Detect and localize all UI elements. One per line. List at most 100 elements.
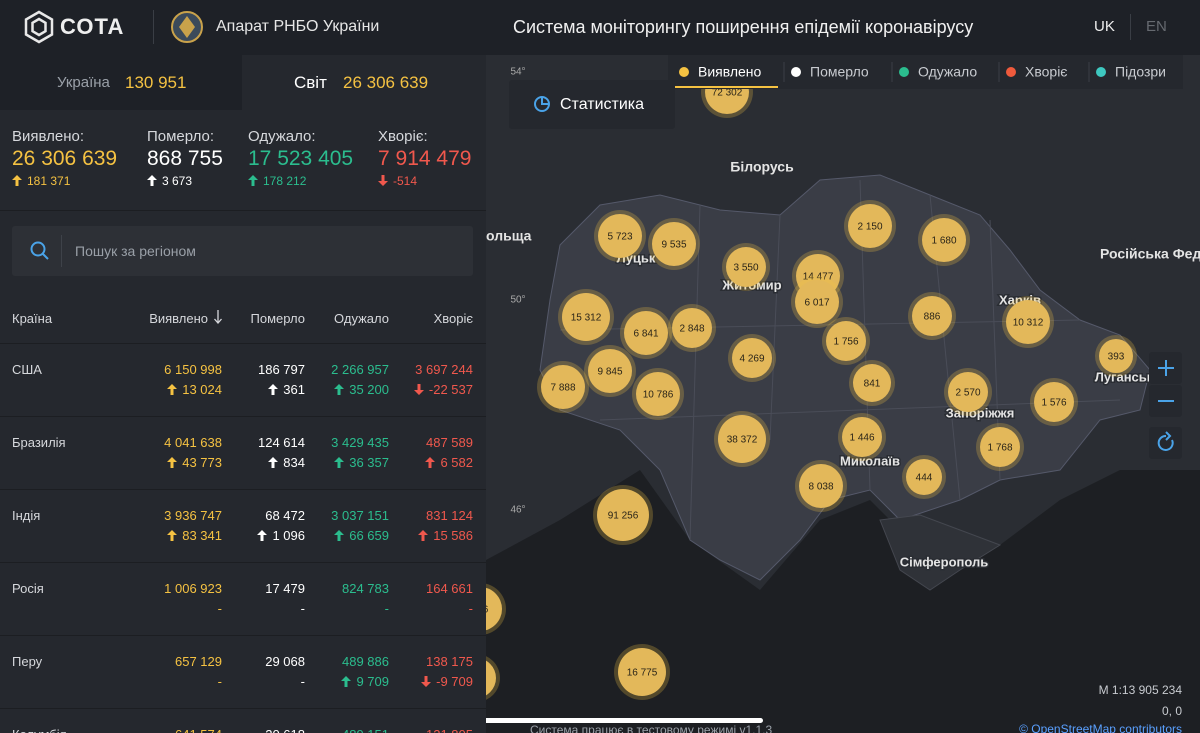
cell-value: 164 661 <box>426 581 473 596</box>
cluster[interactable] <box>795 280 839 324</box>
cluster[interactable] <box>636 372 680 416</box>
country-name[interactable]: Колумбія <box>12 727 67 733</box>
cluster[interactable] <box>726 247 766 287</box>
cell-delta: 43 773 <box>182 455 222 470</box>
delta-arrow <box>421 676 432 687</box>
refresh-icon <box>1157 431 1174 451</box>
cluster[interactable] <box>588 349 632 393</box>
search-box[interactable] <box>12 226 473 276</box>
cell-value: 824 783 <box>342 581 389 596</box>
tab-ukraine-bg[interactable] <box>0 55 242 110</box>
legend-item[interactable]: Підозри <box>1115 64 1166 80</box>
logo-text: СОТА <box>60 14 125 39</box>
cluster-label: 5 723 <box>607 232 632 243</box>
legend-item[interactable]: Виявлено <box>698 64 762 80</box>
delta-arrow <box>413 384 424 395</box>
cell-value: 641 574 <box>175 727 222 733</box>
stats-button[interactable] <box>509 80 675 129</box>
cluster[interactable] <box>912 296 952 336</box>
cluster[interactable] <box>980 427 1020 467</box>
latitude-label: 54° <box>510 67 525 78</box>
summary-value: 17 523 405 <box>248 147 354 170</box>
map[interactable]: 54°50°46°БілорусьольщаЛуцькЖитомирХарків… <box>486 55 1200 733</box>
cell-value: 4 041 638 <box>164 435 222 450</box>
place-label: ольща <box>486 228 532 244</box>
cell-delta: -9 709 <box>436 674 473 689</box>
cluster[interactable] <box>1099 339 1133 373</box>
cluster[interactable] <box>799 464 843 508</box>
cluster[interactable] <box>562 293 610 341</box>
cell-delta: - <box>468 601 473 616</box>
cluster[interactable] <box>826 321 866 361</box>
summary-delta: -514 <box>393 174 418 188</box>
lang-en[interactable]: EN <box>1146 18 1167 35</box>
country-name[interactable]: Росія <box>12 581 44 596</box>
cluster[interactable] <box>672 308 712 348</box>
cluster[interactable] <box>906 459 942 495</box>
map-scale: M 1:13 905 234 <box>1099 683 1183 697</box>
cluster[interactable] <box>948 372 988 412</box>
cluster[interactable] <box>624 311 668 355</box>
cluster[interactable] <box>652 222 696 266</box>
delta-arrow <box>167 457 178 468</box>
summary-label: Виявлено: <box>12 128 85 145</box>
country-name[interactable]: Перу <box>12 654 43 669</box>
delta-arrow <box>418 530 429 541</box>
cluster[interactable] <box>732 338 772 378</box>
country-name[interactable]: США <box>12 362 42 377</box>
delta-arrow <box>12 175 22 186</box>
legend-item[interactable]: Померло <box>810 64 869 80</box>
stats-label[interactable]: Статистика <box>560 96 644 113</box>
legend-item[interactable]: Одужало <box>918 64 977 80</box>
latitude-label: 50° <box>510 295 525 306</box>
cluster[interactable] <box>486 587 502 631</box>
cell-value: 17 479 <box>265 581 305 596</box>
country-name[interactable]: Індія <box>12 508 41 523</box>
cluster-label: 4 269 <box>739 354 764 365</box>
delta-arrow <box>147 175 157 186</box>
row-divider <box>0 562 486 563</box>
summary-value: 868 755 <box>147 147 223 170</box>
cluster[interactable] <box>1034 382 1074 422</box>
delta-arrow <box>167 530 178 541</box>
map-attribution[interactable]: © OpenStreetMap contributors <box>1019 722 1182 733</box>
summary-delta: 3 673 <box>162 174 193 188</box>
cell-value: 487 589 <box>426 435 473 450</box>
legend-item[interactable]: Хворіє <box>1025 64 1067 80</box>
cell-value: 20 618 <box>265 727 305 733</box>
cluster[interactable] <box>597 489 649 541</box>
emblem <box>171 11 203 43</box>
cluster[interactable] <box>922 218 966 262</box>
cell-value: 3 697 244 <box>415 362 473 377</box>
cluster[interactable] <box>842 417 882 457</box>
cell-delta: 36 357 <box>349 455 389 470</box>
divider <box>153 10 154 44</box>
cluster[interactable] <box>486 658 496 698</box>
cluster[interactable] <box>541 365 585 409</box>
cluster[interactable] <box>618 648 666 696</box>
refresh-button[interactable] <box>1149 427 1182 459</box>
col-header: Країна <box>12 311 53 326</box>
country-name[interactable]: Бразилія <box>12 435 66 450</box>
cell-delta: 361 <box>283 382 305 397</box>
col-header[interactable]: Виявлено <box>149 311 208 326</box>
page-title: Система моніторингу поширення епідемії к… <box>513 17 974 37</box>
cluster[interactable] <box>848 204 892 248</box>
cluster[interactable] <box>853 364 891 402</box>
lang-uk[interactable]: UK <box>1094 18 1115 35</box>
cluster[interactable] <box>718 415 766 463</box>
cell-value: 657 129 <box>175 654 222 669</box>
cluster-label: 91 256 <box>608 511 639 522</box>
cell-value: 489 151 <box>342 727 389 733</box>
cluster[interactable] <box>1006 300 1050 344</box>
place-label: Миколаїв <box>840 453 900 468</box>
sort-arrow[interactable] <box>214 310 222 324</box>
cell-delta: - <box>217 601 222 616</box>
cluster[interactable] <box>598 214 642 258</box>
cluster-label: 1 576 <box>1041 398 1066 409</box>
search-placeholder: Пошук за регіоном <box>75 243 196 259</box>
delta-arrow <box>378 175 388 186</box>
divider <box>1130 14 1131 40</box>
legend-dot <box>1006 67 1016 77</box>
zoom-in-icon <box>1158 360 1174 376</box>
